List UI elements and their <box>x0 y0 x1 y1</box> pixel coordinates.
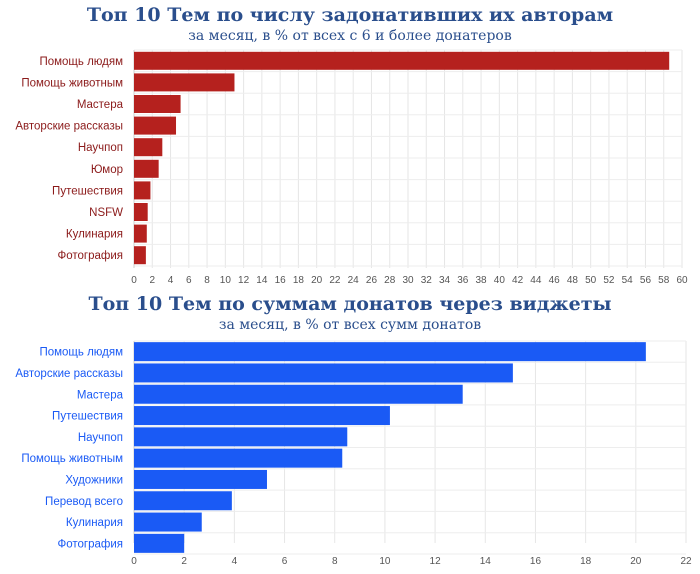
bar-4 <box>134 427 348 447</box>
chart-2-subtitle: за месяц, в % от всех сумм донатов <box>218 317 482 333</box>
x-tick-label-0: 0 <box>131 275 137 286</box>
x-tick-label-22: 44 <box>530 275 542 286</box>
x-tick-label-5: 10 <box>379 556 391 567</box>
category-label-2: Мастера <box>77 389 124 401</box>
chart-2-title: Топ 10 Тем по суммам донатов через видже… <box>88 293 612 315</box>
x-tick-label-8: 16 <box>275 275 287 286</box>
x-tick-label-18: 36 <box>457 275 469 286</box>
category-label-4: Научпоп <box>78 142 123 154</box>
chart-1-subtitle: за месяц, в % от всех с 6 и более донате… <box>188 28 512 44</box>
bar-0 <box>134 51 670 70</box>
category-label-1: Авторские рассказы <box>15 368 123 380</box>
bar-5 <box>134 448 343 468</box>
bar-2 <box>134 95 181 113</box>
bar-6 <box>134 469 267 489</box>
bar-3 <box>134 406 390 426</box>
bar-9 <box>134 533 185 553</box>
x-tick-label-2: 4 <box>168 275 174 286</box>
x-tick-label-29: 58 <box>658 275 670 286</box>
x-tick-label-9: 18 <box>580 556 592 567</box>
x-tick-label-30: 60 <box>676 275 688 286</box>
bar-9 <box>134 246 146 265</box>
x-tick-label-1: 2 <box>149 275 155 286</box>
x-tick-label-10: 20 <box>630 556 642 567</box>
x-tick-label-6: 12 <box>238 275 250 286</box>
x-tick-label-3: 6 <box>186 275 192 286</box>
bar-4 <box>134 138 163 157</box>
chart-1-title: Топ 10 Тем по числу задонативших их авто… <box>86 4 614 26</box>
x-tick-label-3: 6 <box>282 556 288 567</box>
chart-2-plot: Помощь людям Авторские рассказы Мастера Пут… <box>15 340 692 567</box>
x-tick-label-7: 14 <box>256 275 268 286</box>
category-label-7: Перевод всего <box>45 496 123 508</box>
bar-5 <box>134 159 159 178</box>
bar-3 <box>134 116 177 135</box>
x-tick-label-1: 2 <box>181 556 187 567</box>
chart-panel-2: Топ 10 Тем по суммам донатов через видже… <box>0 288 700 574</box>
x-tick-label-7: 14 <box>480 556 492 567</box>
x-tick-label-2: 4 <box>232 556 238 567</box>
category-label-1: Помощь животным <box>21 77 123 89</box>
bar-1 <box>134 73 235 92</box>
x-tick-label-11: 22 <box>329 275 341 286</box>
bar-8 <box>134 224 147 243</box>
category-label-3: Путешествия <box>52 411 123 423</box>
x-tick-label-8: 16 <box>530 556 542 567</box>
x-tick-label-21: 42 <box>512 275 524 286</box>
bar-6 <box>134 181 151 200</box>
category-label-2: Мастера <box>77 99 124 111</box>
x-tick-label-25: 50 <box>585 275 597 286</box>
x-tick-label-5: 10 <box>220 275 232 286</box>
x-tick-label-13: 26 <box>366 275 378 286</box>
category-label-8: Кулинария <box>66 517 123 529</box>
category-label-6: Путешествия <box>52 185 123 197</box>
x-tick-label-24: 48 <box>567 275 579 286</box>
x-tick-label-9: 18 <box>293 275 305 286</box>
category-label-9: Фотография <box>57 538 123 550</box>
x-tick-label-15: 30 <box>402 275 414 286</box>
bar-2 <box>134 384 463 404</box>
category-label-7: NSFW <box>89 207 123 219</box>
bar-7 <box>134 491 232 511</box>
category-label-5: Помощь животным <box>21 453 123 465</box>
x-tick-label-28: 56 <box>640 275 652 286</box>
category-label-3: Авторские рассказы <box>15 121 123 133</box>
x-tick-label-23: 46 <box>549 275 561 286</box>
x-tick-label-0: 0 <box>131 556 137 567</box>
chart-panel-1: Топ 10 Тем по числу задонативших их авто… <box>15 4 688 286</box>
x-tick-label-6: 12 <box>430 556 442 567</box>
x-tick-label-11: 22 <box>680 556 692 567</box>
bar-0 <box>134 342 646 362</box>
category-label-5: Юмор <box>91 164 123 176</box>
category-label-8: Кулинария <box>66 229 123 241</box>
category-label-9: Фотография <box>57 250 123 262</box>
x-tick-label-10: 20 <box>311 275 323 286</box>
chart-1-plot: Помощь людям Помощь животным Мастера Авторс… <box>15 49 688 286</box>
category-label-4: Научпоп <box>78 432 123 444</box>
category-label-0: Помощь людям <box>39 56 123 68</box>
x-tick-label-19: 38 <box>476 275 488 286</box>
x-tick-label-16: 32 <box>421 275 433 286</box>
x-tick-label-27: 54 <box>622 275 634 286</box>
category-label-6: Художники <box>65 474 123 486</box>
x-tick-label-12: 24 <box>348 275 360 286</box>
x-tick-label-26: 52 <box>603 275 615 286</box>
x-tick-label-14: 28 <box>384 275 396 286</box>
x-tick-label-4: 8 <box>204 275 210 286</box>
category-label-0: Помощь людям <box>39 347 123 359</box>
bar-1 <box>134 363 513 383</box>
bar-7 <box>134 203 148 221</box>
x-tick-label-20: 40 <box>494 275 506 286</box>
bar-8 <box>134 512 202 532</box>
x-tick-label-4: 8 <box>332 556 338 567</box>
x-tick-label-17: 34 <box>439 275 451 286</box>
